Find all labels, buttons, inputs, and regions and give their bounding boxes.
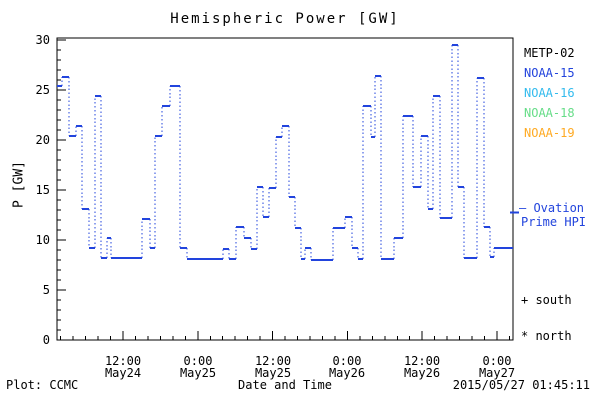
x-tick-date: May25 [179, 366, 217, 380]
x-tick-date: May26 [403, 366, 441, 380]
x-tick-time: 12:00 [254, 354, 292, 368]
plot-source-label: Plot: CCMC [6, 378, 79, 392]
x-tick-date: May25 [254, 366, 292, 380]
legend-marker-north: * north [521, 329, 572, 343]
x-tick-time: 12:00 [104, 354, 142, 368]
legend-ovation-line2: Prime HPI [521, 215, 587, 229]
x-tick-time: 0:00 [482, 354, 512, 368]
legend-item-noaa-15: NOAA-15 [524, 66, 575, 80]
legend-item-noaa-19: NOAA-19 [524, 126, 575, 140]
y-tick-label: 15 [35, 183, 50, 197]
legend-item-metp-02: METP-02 [524, 46, 575, 60]
y-tick-label: 20 [35, 133, 50, 147]
legend-ovation-line1: — Ovation [519, 201, 585, 215]
x-tick-time: 12:00 [403, 354, 441, 368]
plot-timestamp: 2015/05/27 01:45:11 [452, 378, 590, 392]
legend-marker-south: + south [521, 293, 572, 307]
page-title: Hemispheric Power [GW] [170, 11, 400, 27]
x-axis-title: Date and Time [238, 378, 332, 392]
y-tick-label: 0 [42, 333, 50, 347]
y-tick-label: 10 [35, 233, 50, 247]
y-tick-label: 5 [42, 283, 50, 297]
x-tick-time: 0:00 [183, 354, 213, 368]
y-tick-label: 30 [35, 33, 50, 47]
x-tick-date: May24 [104, 366, 142, 380]
x-tick-date: May26 [328, 366, 366, 380]
x-tick-time: 0:00 [332, 354, 362, 368]
y-tick-label: 25 [35, 83, 50, 97]
legend-item-noaa-16: NOAA-16 [524, 86, 575, 100]
x-tick-date: May27 [478, 366, 516, 380]
legend-item-noaa-18: NOAA-18 [524, 106, 575, 120]
